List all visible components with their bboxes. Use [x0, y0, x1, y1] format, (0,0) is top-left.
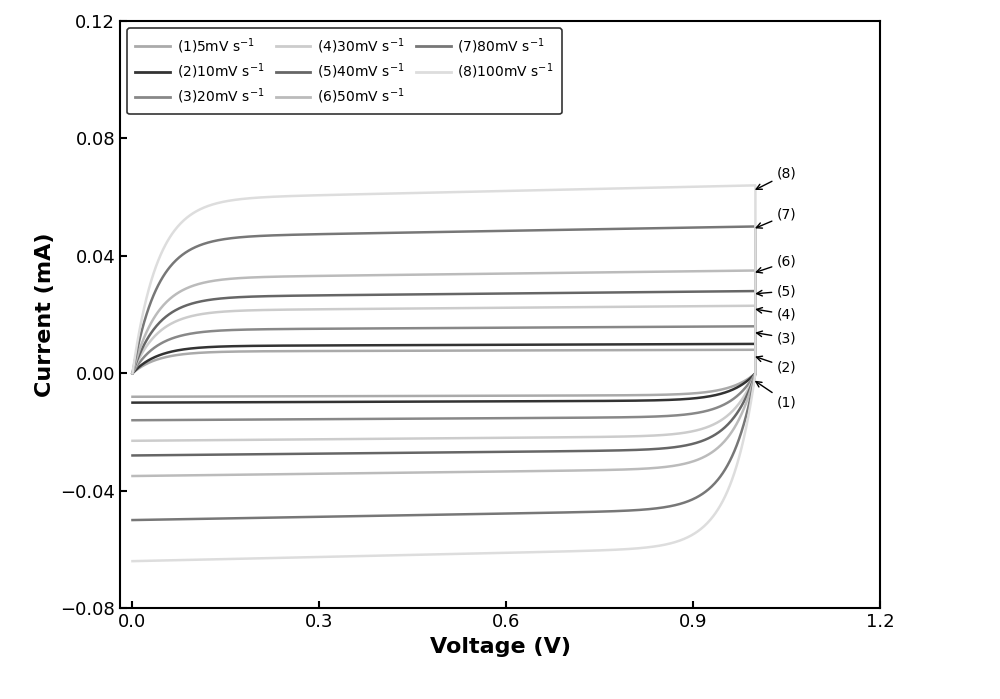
- Text: (1): (1): [756, 382, 797, 410]
- Text: (6): (6): [756, 254, 797, 273]
- Text: (8): (8): [756, 166, 797, 189]
- Text: (4): (4): [757, 308, 797, 322]
- Text: (7): (7): [756, 208, 797, 228]
- Legend: (1)5mV s$^{-1}$, (2)10mV s$^{-1}$, (3)20mV s$^{-1}$, (4)30mV s$^{-1}$, (5)40mV s: (1)5mV s$^{-1}$, (2)10mV s$^{-1}$, (3)20…: [127, 28, 562, 115]
- Y-axis label: Current (mA): Current (mA): [35, 232, 55, 397]
- X-axis label: Voltage (V): Voltage (V): [430, 637, 570, 656]
- Text: (3): (3): [757, 331, 797, 345]
- Text: (5): (5): [757, 284, 797, 298]
- Text: (2): (2): [756, 356, 797, 375]
